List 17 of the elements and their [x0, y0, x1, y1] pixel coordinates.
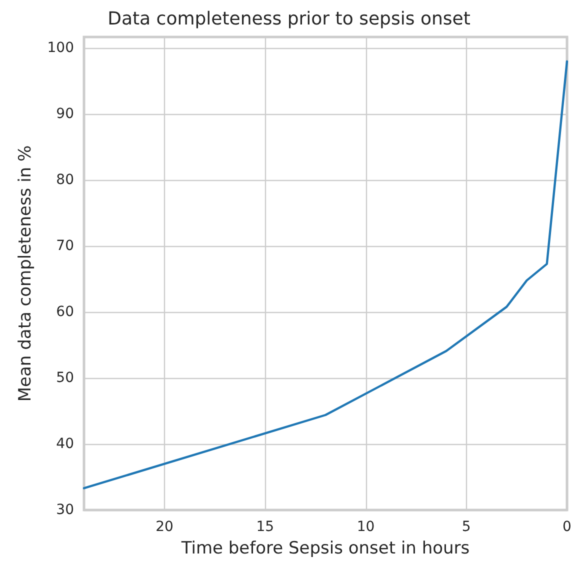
x-tick-label: 0: [562, 519, 572, 535]
x-tick-label: 5: [462, 519, 471, 535]
x-tick-label: 20: [156, 519, 174, 535]
y-tick-label: 100: [47, 40, 74, 56]
y-tick-label: 90: [56, 106, 74, 122]
x-axis-title: Time before Sepsis onset in hours: [180, 538, 470, 558]
y-axis-title: Mean data completeness in %: [16, 145, 36, 402]
x-tick-label: 10: [356, 519, 375, 535]
y-tick-label: 30: [56, 502, 74, 518]
line-series: [82, 60, 568, 490]
y-tick-label: 80: [56, 172, 74, 188]
y-tick-label: 60: [56, 304, 74, 320]
x-tick-label: 15: [256, 519, 274, 535]
chart-title: Data completeness prior to sepsis onset: [108, 8, 470, 30]
y-tick-label: 50: [56, 370, 74, 386]
y-tick-label: 40: [56, 436, 74, 452]
y-tick-label: 70: [56, 238, 74, 254]
